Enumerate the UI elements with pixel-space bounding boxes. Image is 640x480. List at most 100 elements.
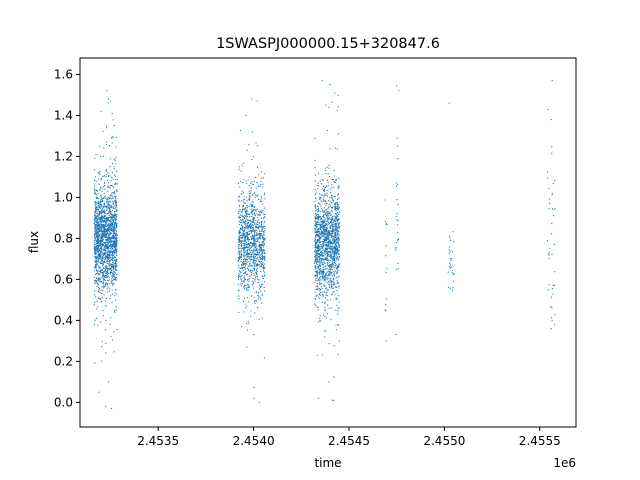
data-point: [105, 216, 108, 219]
data-point: [335, 249, 337, 251]
data-point: [330, 278, 332, 280]
data-point: [249, 195, 251, 197]
data-point: [260, 298, 262, 300]
data-point: [327, 231, 329, 233]
data-point: [319, 196, 322, 198]
data-point: [322, 258, 324, 260]
data-point: [330, 268, 332, 270]
data-point: [262, 186, 264, 188]
data-point: [99, 189, 101, 191]
data-point: [101, 240, 103, 243]
data-point: [114, 289, 116, 291]
data-point: [395, 215, 397, 218]
data-point: [247, 227, 249, 230]
data-point: [102, 207, 104, 209]
data-point: [97, 200, 99, 203]
data-point: [335, 207, 338, 209]
data-point: [101, 286, 103, 288]
data-point: [333, 376, 335, 378]
data-point: [99, 212, 101, 214]
data-point: [241, 165, 243, 167]
data-point: [315, 224, 317, 226]
data-point: [396, 213, 398, 215]
data-point: [248, 257, 250, 259]
data-point: [93, 188, 96, 191]
data-point: [249, 249, 251, 251]
data-point: [315, 221, 317, 223]
data-point: [107, 221, 109, 223]
data-point: [264, 192, 266, 194]
data-point: [116, 210, 118, 212]
data-point: [93, 255, 96, 258]
data-point: [97, 278, 100, 280]
data-point: [251, 221, 253, 223]
data-point: [98, 297, 100, 299]
data-point: [248, 224, 250, 226]
data-point: [98, 391, 100, 393]
data-point: [315, 304, 317, 307]
data-point: [385, 340, 387, 342]
data-point: [331, 230, 333, 233]
data-point: [332, 200, 335, 202]
data-point: [333, 256, 335, 258]
data-point: [551, 193, 553, 195]
data-point: [115, 239, 117, 241]
data-point: [261, 257, 263, 259]
data-point: [95, 250, 97, 253]
data-point: [248, 281, 250, 283]
data-point: [246, 254, 249, 256]
data-point: [254, 278, 256, 280]
data-point: [114, 271, 116, 273]
data-point: [248, 240, 250, 242]
data-point: [323, 236, 325, 238]
data-point: [101, 190, 103, 192]
data-point: [96, 269, 98, 271]
data-point: [338, 275, 340, 277]
data-point: [251, 270, 254, 272]
data-point: [327, 211, 329, 213]
data-point: [95, 216, 97, 218]
data-point: [324, 285, 326, 288]
data-point: [327, 208, 329, 210]
data-point: [107, 182, 110, 184]
data-point: [114, 294, 116, 297]
data-point: [243, 195, 245, 198]
data-point: [104, 276, 106, 278]
data-point: [238, 265, 240, 267]
data-point: [316, 230, 319, 233]
data-point: [109, 229, 111, 231]
data-point: [324, 262, 326, 264]
data-point: [336, 242, 338, 244]
data-point: [261, 293, 263, 295]
data-point: [262, 183, 264, 185]
data-point: [104, 258, 107, 260]
data-point: [237, 274, 240, 277]
data-point: [331, 265, 333, 267]
data-point: [101, 238, 104, 240]
data-point: [262, 244, 264, 246]
data-point: [253, 283, 255, 285]
data-point: [253, 397, 255, 399]
data-point: [99, 267, 102, 269]
data-point: [261, 177, 263, 179]
data-point: [256, 265, 258, 267]
data-point: [116, 265, 118, 268]
data-point: [250, 225, 252, 227]
data-point: [331, 260, 334, 262]
data-point: [314, 270, 316, 273]
data-point: [111, 172, 114, 174]
data-point: [449, 258, 452, 260]
data-point: [101, 229, 103, 231]
data-point: [314, 204, 317, 206]
data-point: [329, 246, 331, 248]
data-point: [93, 222, 96, 224]
data-point: [97, 264, 99, 266]
data-point: [323, 199, 325, 201]
data-point: [242, 269, 244, 271]
data-point: [100, 228, 102, 230]
data-point: [253, 218, 255, 220]
data-point: [241, 192, 243, 194]
data-point: [318, 217, 320, 219]
data-point: [320, 273, 323, 275]
data-point: [242, 210, 244, 212]
